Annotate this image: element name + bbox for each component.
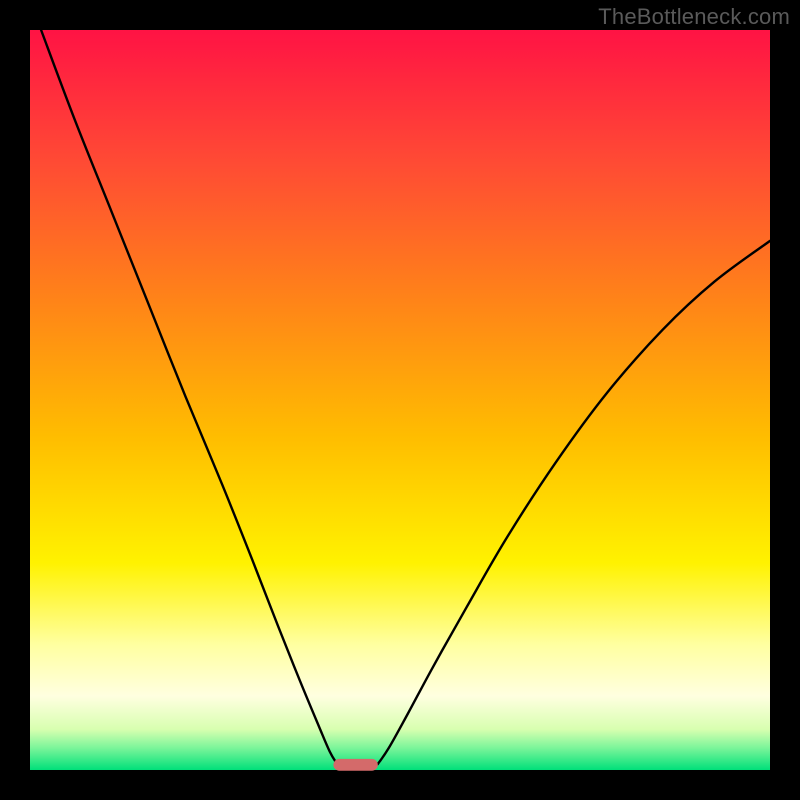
chart-container: TheBottleneck.com (0, 0, 800, 800)
watermark-text: TheBottleneck.com (598, 4, 790, 30)
plot-area (30, 30, 770, 770)
optimal-range-marker (333, 759, 377, 771)
bottleneck-chart (0, 0, 800, 800)
